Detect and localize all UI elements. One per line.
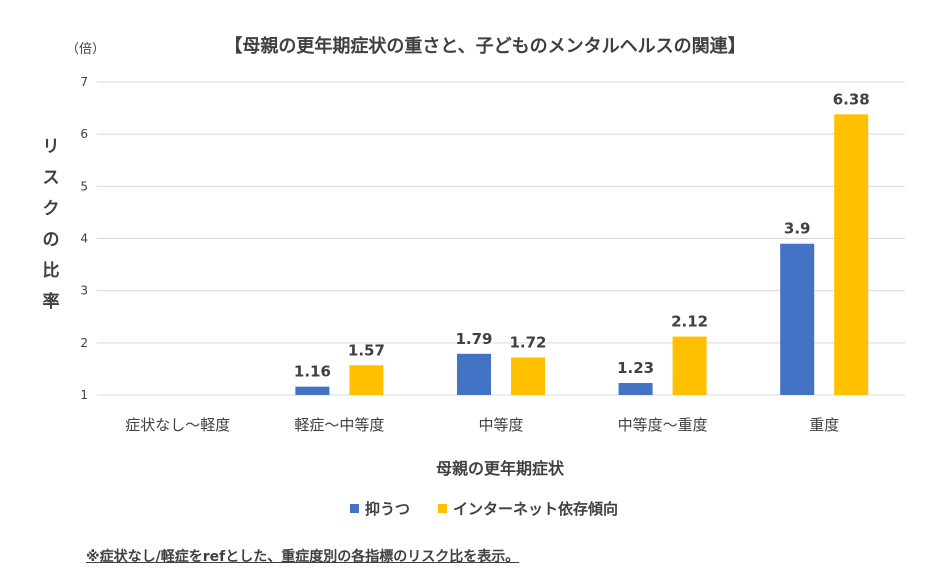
x-tick-label: 中等度～重度 [618, 416, 708, 434]
y-tick-label: 6 [80, 127, 88, 141]
x-axis-title: 母親の更年期症状 [435, 459, 564, 478]
data-label: 6.38 [833, 90, 870, 108]
data-label: 1.72 [509, 333, 546, 351]
data-label: 1.57 [348, 341, 385, 359]
data-label: 3.9 [784, 220, 811, 238]
data-label: 1.16 [294, 363, 331, 381]
x-tick-label: 症状なし～軽度 [125, 416, 230, 434]
legend: 抑うつ インターネット依存傾向 [350, 498, 618, 519]
y-tick-label: 5 [80, 179, 88, 193]
data-label: 2.12 [671, 313, 708, 331]
x-tick-label: 軽症～中等度 [294, 416, 384, 434]
y-axis-title: リスクの比率 [42, 137, 60, 312]
footnote: ※症状なし/軽症をrefとした、重症度別の各指標のリスク比を表示。 [86, 549, 520, 565]
bar-internet [834, 114, 869, 396]
bar-depression [618, 383, 653, 395]
x-tick-label: 中等度 [478, 416, 523, 434]
bar-depression [780, 243, 815, 395]
legend-item-depression: 抑うつ [350, 498, 410, 519]
y-tick-label: 7 [80, 75, 88, 89]
legend-swatch [350, 504, 359, 513]
data-label: 1.79 [455, 330, 492, 348]
bar-internet [349, 365, 384, 395]
y-unit-label: （倍） [66, 42, 106, 57]
legend-label: インターネット依存傾向 [453, 500, 619, 518]
x-tick-label: 重度 [809, 416, 839, 434]
y-tick-label: 2 [80, 336, 88, 350]
y-tick-label: 4 [80, 232, 88, 246]
y-tick-label: 3 [80, 284, 88, 298]
y-tick-label: 1 [80, 388, 88, 402]
legend-item-internet: インターネット依存傾向 [438, 498, 618, 519]
bar-internet [511, 357, 545, 395]
data-label: 1.23 [617, 359, 654, 377]
bar-depression [457, 353, 491, 395]
chart-title: 【母親の更年期症状の重さと、子どものメンタルヘルスの関連】 [224, 36, 746, 57]
bar-depression [295, 386, 330, 395]
legend-swatch [438, 504, 448, 513]
bar-internet [672, 336, 707, 395]
legend-label: 抑うつ [365, 500, 411, 518]
